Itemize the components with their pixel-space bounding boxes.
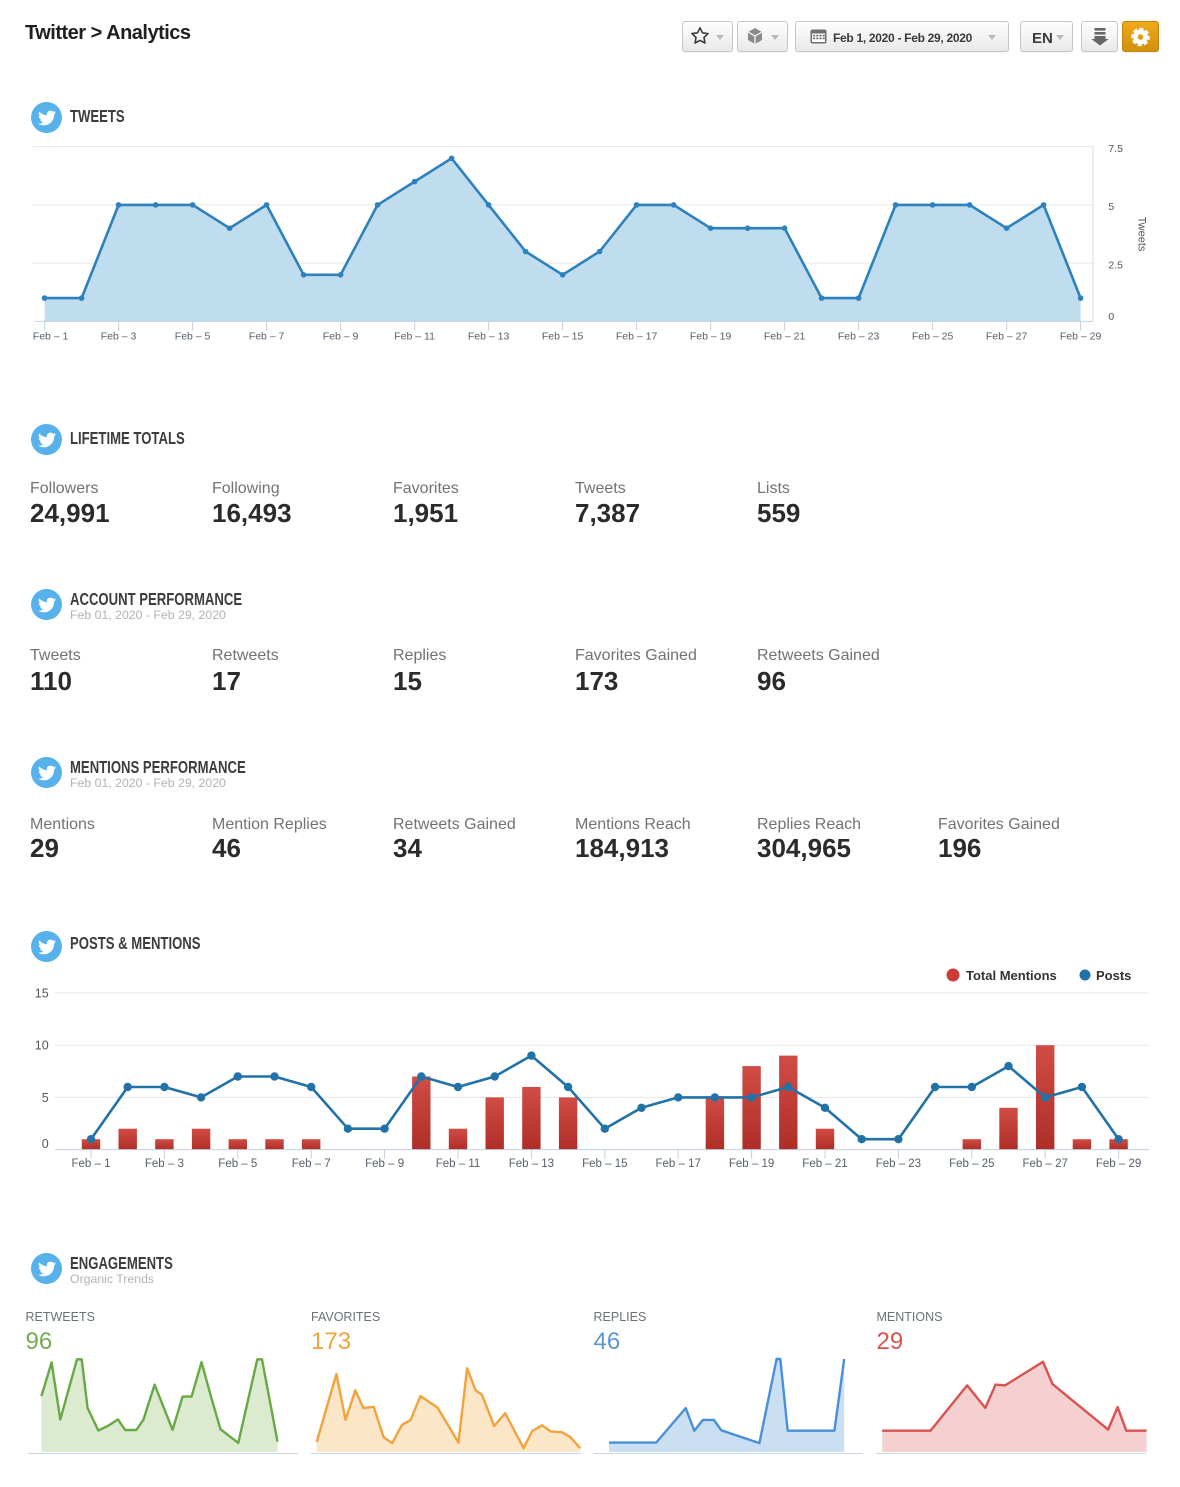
svg-text:Feb – 15: Feb – 15 bbox=[542, 330, 584, 342]
svg-text:Feb – 25: Feb – 25 bbox=[912, 330, 954, 342]
svg-text:Feb – 5: Feb – 5 bbox=[175, 330, 211, 342]
svg-text:Feb – 7: Feb – 7 bbox=[292, 1158, 331, 1170]
svg-text:0: 0 bbox=[1108, 311, 1114, 323]
svg-text:Feb – 3: Feb – 3 bbox=[101, 330, 137, 342]
svg-text:Feb – 7: Feb – 7 bbox=[249, 330, 285, 342]
svg-text:Total Mentions: Total Mentions bbox=[966, 968, 1057, 983]
svg-text:Feb – 13: Feb – 13 bbox=[468, 330, 510, 342]
svg-text:0: 0 bbox=[42, 1137, 49, 1151]
svg-text:Feb – 27: Feb – 27 bbox=[986, 330, 1028, 342]
svg-text:5: 5 bbox=[42, 1091, 49, 1105]
svg-text:Feb – 27: Feb – 27 bbox=[1022, 1158, 1067, 1170]
svg-text:10: 10 bbox=[35, 1039, 49, 1053]
svg-text:Feb – 1: Feb – 1 bbox=[33, 330, 69, 342]
svg-text:Feb – 9: Feb – 9 bbox=[365, 1158, 404, 1170]
svg-text:Feb – 5: Feb – 5 bbox=[218, 1158, 257, 1170]
svg-text:Feb – 23: Feb – 23 bbox=[838, 330, 880, 342]
svg-text:Feb – 17: Feb – 17 bbox=[655, 1158, 700, 1170]
svg-text:Feb – 15: Feb – 15 bbox=[582, 1158, 627, 1170]
svg-text:Feb – 29: Feb – 29 bbox=[1060, 330, 1102, 342]
svg-text:Feb – 17: Feb – 17 bbox=[616, 330, 658, 342]
svg-text:Feb – 1: Feb – 1 bbox=[72, 1158, 111, 1170]
svg-text:Feb – 29: Feb – 29 bbox=[1096, 1158, 1141, 1170]
svg-text:Feb – 21: Feb – 21 bbox=[764, 330, 806, 342]
svg-text:Feb – 9: Feb – 9 bbox=[323, 330, 359, 342]
svg-text:Feb – 19: Feb – 19 bbox=[729, 1158, 774, 1170]
svg-text:Feb – 3: Feb – 3 bbox=[145, 1158, 184, 1170]
svg-text:Feb – 11: Feb – 11 bbox=[394, 330, 435, 342]
svg-text:Feb – 19: Feb – 19 bbox=[690, 330, 732, 342]
svg-text:Posts: Posts bbox=[1096, 968, 1131, 983]
svg-text:2.5: 2.5 bbox=[1108, 259, 1123, 271]
svg-text:7.5: 7.5 bbox=[1108, 143, 1123, 155]
svg-text:5: 5 bbox=[1108, 201, 1114, 213]
svg-text:Feb – 11: Feb – 11 bbox=[436, 1158, 481, 1170]
svg-text:Feb – 25: Feb – 25 bbox=[949, 1158, 994, 1170]
svg-text:Feb – 13: Feb – 13 bbox=[509, 1158, 554, 1170]
svg-text:Feb – 21: Feb – 21 bbox=[802, 1158, 847, 1170]
svg-text:Tweets: Tweets bbox=[1136, 217, 1148, 252]
svg-text:15: 15 bbox=[35, 987, 49, 1001]
svg-text:Feb – 23: Feb – 23 bbox=[876, 1158, 921, 1170]
